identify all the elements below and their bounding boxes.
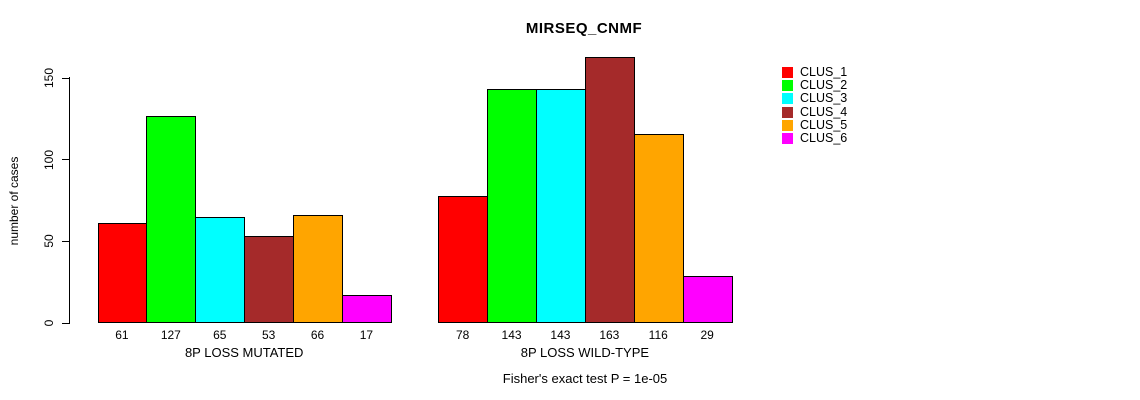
chart-title: MIRSEQ_CNMF <box>525 20 643 37</box>
legend-item-clus_2: CLUS_2 <box>782 79 847 92</box>
legend-label: CLUS_2 <box>800 78 848 93</box>
bar-value-label: 17 <box>359 328 374 342</box>
annotation-text: Fisher's exact test P = 1e-05 <box>502 371 668 386</box>
bar-value-label: 66 <box>310 328 325 342</box>
bar-clus_6 <box>342 295 392 323</box>
bar-value-label: 65 <box>213 328 227 342</box>
x-group-label: 8P LOSS MUTATED <box>184 345 304 360</box>
bar-clus_1 <box>438 196 489 323</box>
bar-value-label: 143 <box>550 328 571 342</box>
y-tick-label: 50 <box>42 234 56 249</box>
bar-value-label: 61 <box>115 328 129 342</box>
bar-clus_1 <box>97 223 148 323</box>
bar-clus_5 <box>633 134 684 323</box>
bar-value-label: 116 <box>648 328 668 342</box>
y-tick-mark <box>62 159 69 161</box>
bar-clus_3 <box>536 89 586 323</box>
y-axis-line <box>69 77 70 324</box>
legend-item-clus_5: CLUS_5 <box>782 117 848 132</box>
y-axis-label: number of cases <box>7 156 21 246</box>
legend-swatch <box>782 67 793 78</box>
legend-label: CLUS_1 <box>800 65 848 79</box>
x-group-label: 8P LOSS WILD-TYPE <box>520 345 650 360</box>
bar-value-label: 29 <box>700 328 714 342</box>
bar-clus_4 <box>244 236 295 323</box>
legend-item-clus_4: CLUS_4 <box>782 104 848 119</box>
bar-clus_2 <box>146 116 197 323</box>
bar-value-label: 127 <box>160 328 181 342</box>
bar-clus_5 <box>293 215 343 323</box>
legend-label: CLUS_6 <box>800 131 848 145</box>
legend-swatch <box>782 119 793 131</box>
bar-value-label: 143 <box>501 328 522 342</box>
y-tick-label: 100 <box>42 149 56 170</box>
legend-swatch <box>782 133 793 144</box>
legend-label: CLUS_5 <box>800 117 848 132</box>
legend-item-clus_1: CLUS_1 <box>782 66 847 79</box>
legend-swatch <box>782 106 793 118</box>
bar-clus_4 <box>584 57 635 323</box>
legend-label: CLUS_4 <box>800 104 848 119</box>
bar-clus_6 <box>682 276 733 323</box>
bar-value-label: 78 <box>455 328 470 342</box>
bar-clus_3 <box>195 217 246 323</box>
bar-value-label: 163 <box>599 328 620 342</box>
legend-label: CLUS_3 <box>800 91 848 106</box>
y-tick-mark <box>62 322 69 324</box>
legend-swatch <box>782 93 793 105</box>
y-tick-label: 150 <box>42 67 56 89</box>
bar-clus_2 <box>487 89 537 323</box>
y-tick-mark <box>62 77 69 79</box>
legend-item-clus_6: CLUS_6 <box>782 132 847 145</box>
y-tick-mark <box>62 240 69 242</box>
y-tick-label: 0 <box>42 319 56 327</box>
legend-item-clus_3: CLUS_3 <box>782 92 847 105</box>
legend-swatch <box>782 80 793 92</box>
bar-value-label: 53 <box>261 328 276 342</box>
